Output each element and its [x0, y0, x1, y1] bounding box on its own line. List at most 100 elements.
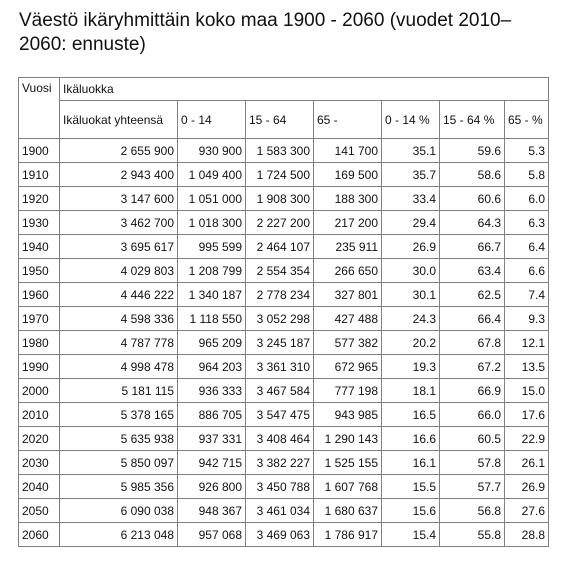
- table-cell: 63.4: [439, 258, 505, 283]
- table-cell: 5 850 097: [59, 450, 178, 475]
- column-header-year: Vuosi: [18, 77, 60, 139]
- year-cell: 1920: [18, 186, 60, 211]
- table-cell: 2 464 107: [245, 234, 314, 259]
- table-cell: 2 943 400: [59, 162, 178, 187]
- table-cell: 18.1: [381, 378, 440, 403]
- table-cell: 3 547 475: [245, 402, 314, 427]
- table-cell: 3 245 187: [245, 330, 314, 355]
- column-header-15-64-pct: 15 - 64 %: [439, 100, 505, 139]
- table-cell: 6 090 038: [59, 498, 178, 523]
- table-row: 2020 5 635 938 937 331 3 408 464 1 290 143 16…: [18, 426, 549, 451]
- table-cell: 15.6: [381, 498, 440, 523]
- table-cell: 60.5: [439, 426, 505, 451]
- table-cell: 4 787 778: [59, 330, 178, 355]
- table-cell: 58.6: [439, 162, 505, 187]
- table-cell: 17.6: [504, 402, 549, 427]
- table-cell: 930 900: [177, 138, 246, 163]
- table-row: 1980 4 787 778 965 209 3 245 187 577 382 20.2…: [18, 330, 549, 355]
- year-cell: 1970: [18, 306, 60, 331]
- table-cell: 948 367: [177, 498, 246, 523]
- year-cell: 2030: [18, 450, 60, 475]
- year-cell: 1910: [18, 162, 60, 187]
- table-cell: 57.7: [439, 474, 505, 499]
- table-cell: 937 331: [177, 426, 246, 451]
- table-cell: 27.6: [504, 498, 549, 523]
- table-cell: 2 778 234: [245, 282, 314, 307]
- table-cell: 3 461 034: [245, 498, 314, 523]
- year-cell: 2050: [18, 498, 60, 523]
- table-cell: 943 985: [313, 402, 382, 427]
- table-cell: 672 965: [313, 354, 382, 379]
- table-cell: 9.3: [504, 306, 549, 331]
- table-cell: 13.5: [504, 354, 549, 379]
- table-cell: 3 408 464: [245, 426, 314, 451]
- table-cell: 30.0: [381, 258, 440, 283]
- column-header-0-14: 0 - 14: [177, 100, 246, 139]
- year-cell: 2040: [18, 474, 60, 499]
- table-cell: 59.6: [439, 138, 505, 163]
- column-header-65: 65 -: [313, 100, 382, 139]
- table-cell: 3 462 700: [59, 210, 178, 235]
- table-cell: 6 213 048: [59, 522, 178, 547]
- header-row-top: Vuosi Ikäluokka: [18, 77, 549, 139]
- table-cell: 5 181 115: [59, 378, 178, 403]
- table-cell: 169 500: [313, 162, 382, 187]
- column-header-0-14-pct: 0 - 14 %: [381, 100, 440, 139]
- table-cell: 15.5: [381, 474, 440, 499]
- year-cell: 1990: [18, 354, 60, 379]
- year-cell: 1900: [18, 138, 60, 163]
- table-cell: 29.4: [381, 210, 440, 235]
- table-cell: 1 908 300: [245, 186, 314, 211]
- table-cell: 964 203: [177, 354, 246, 379]
- year-cell: 1950: [18, 258, 60, 283]
- year-cell: 2010: [18, 402, 60, 427]
- table-row: 1940 3 695 617 995 599 2 464 107 235 911 26.9…: [18, 234, 549, 259]
- table-cell: 16.6: [381, 426, 440, 451]
- table-cell: 55.8: [439, 522, 505, 547]
- page-title: Väestö ikäryhmittäin koko maa 1900 - 206…: [19, 10, 512, 55]
- year-cell: 1930: [18, 210, 60, 235]
- table-cell: 30.1: [381, 282, 440, 307]
- year-cell: 1980: [18, 330, 60, 355]
- table-cell: 3 450 788: [245, 474, 314, 499]
- table-cell: 5 378 165: [59, 402, 178, 427]
- table-cell: 235 911: [313, 234, 382, 259]
- table-cell: 777 198: [313, 378, 382, 403]
- table-cell: 1 208 799: [177, 258, 246, 283]
- table-cell: 22.9: [504, 426, 549, 451]
- year-cell: 2060: [18, 522, 60, 547]
- table-cell: 16.1: [381, 450, 440, 475]
- table-row: 1950 4 029 803 1 208 799 2 554 354 266 650 30…: [18, 258, 549, 283]
- table-row: 1960 4 446 222 1 340 187 2 778 234 327 801 30…: [18, 282, 549, 307]
- table-cell: 141 700: [313, 138, 382, 163]
- table-cell: 1 724 500: [245, 162, 314, 187]
- table-cell: 3 052 298: [245, 306, 314, 331]
- table-cell: 965 209: [177, 330, 246, 355]
- table-cell: 1 786 917: [313, 522, 382, 547]
- table-cell: 66.0: [439, 402, 505, 427]
- table-cell: 35.7: [381, 162, 440, 187]
- table-cell: 64.3: [439, 210, 505, 235]
- table-cell: 67.8: [439, 330, 505, 355]
- table-cell: 1 525 155: [313, 450, 382, 475]
- year-cell: 1940: [18, 234, 60, 259]
- column-header-65-pct: 65 - %: [504, 100, 549, 139]
- table-cell: 3 382 227: [245, 450, 314, 475]
- table-cell: 926 800: [177, 474, 246, 499]
- table-cell: 15.0: [504, 378, 549, 403]
- table-cell: 1 680 637: [313, 498, 382, 523]
- table-cell: 1 340 187: [177, 282, 246, 307]
- table-cell: 56.8: [439, 498, 505, 523]
- table-cell: 60.6: [439, 186, 505, 211]
- table-cell: 15.4: [381, 522, 440, 547]
- column-header-15-64: 15 - 64: [245, 100, 314, 139]
- table-cell: 957 068: [177, 522, 246, 547]
- table-row: 1990 4 998 478 964 203 3 361 310 672 965 19.3…: [18, 354, 549, 379]
- table-cell: 1 018 300: [177, 210, 246, 235]
- table-cell: 6.4: [504, 234, 549, 259]
- table-cell: 26.1: [504, 450, 549, 475]
- header-row-sub: Ikäluokat yhteensä 0 - 14 15 - 64 65 - 0…: [19, 100, 549, 139]
- table-cell: 3 361 310: [245, 354, 314, 379]
- table-cell: 3 147 600: [59, 186, 178, 211]
- table-cell: 995 599: [177, 234, 246, 259]
